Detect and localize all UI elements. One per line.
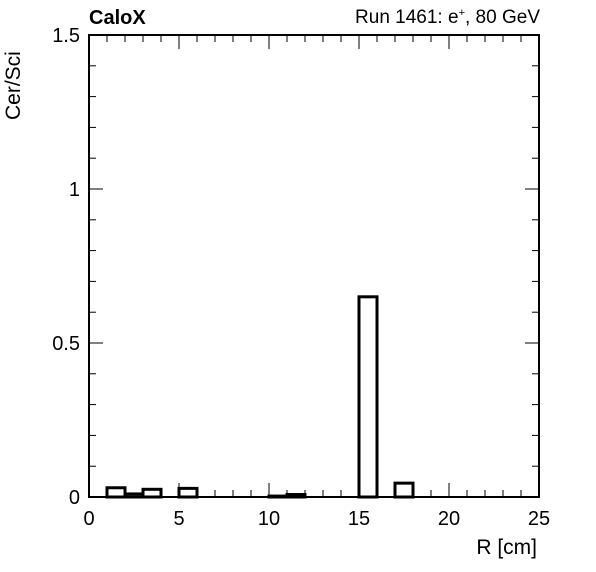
x-axis-label: R [cm] bbox=[476, 536, 537, 559]
x-tick-label: 10 bbox=[258, 508, 280, 530]
histogram-bar bbox=[177, 486, 199, 499]
x-tick-label: 0 bbox=[83, 508, 94, 530]
y-tick-label: 0.5 bbox=[52, 333, 80, 355]
histogram-bar bbox=[357, 295, 379, 499]
run-info-label: Run 1461: e+, 80 GeV bbox=[355, 7, 540, 29]
y-tick-label: 0 bbox=[69, 487, 80, 509]
plot-frame bbox=[88, 34, 540, 498]
run-label-suffix: , 80 GeV bbox=[465, 7, 540, 28]
histogram-bar bbox=[141, 487, 163, 499]
y-tick-label: 1 bbox=[69, 179, 80, 201]
axis-ticks: 0 5 10 15 20 25 0 0.5 1 1.5 bbox=[52, 25, 550, 530]
y-tick-label: 1.5 bbox=[52, 25, 80, 47]
chart-title: CaloX bbox=[89, 7, 146, 29]
run-label-charge: + bbox=[458, 7, 465, 19]
x-tick-label: 15 bbox=[348, 508, 370, 530]
x-tick-label: 20 bbox=[438, 508, 460, 530]
x-tick-label: 25 bbox=[528, 508, 550, 530]
histogram-bar bbox=[105, 486, 127, 499]
histogram-bar bbox=[393, 481, 415, 499]
y-axis-label: Cer/Sci bbox=[2, 51, 25, 120]
x-tick-label: 5 bbox=[173, 508, 184, 530]
bars-group bbox=[105, 295, 415, 499]
run-label-prefix: Run 1461: e bbox=[355, 7, 459, 28]
